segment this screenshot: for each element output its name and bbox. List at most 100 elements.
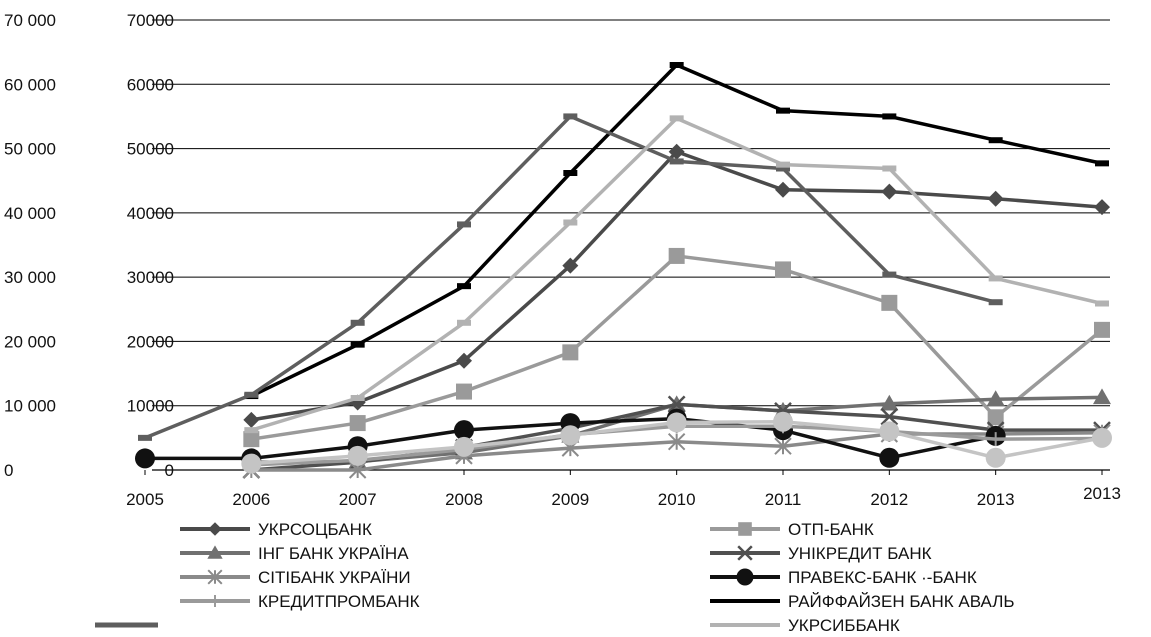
series-line: [250, 116, 1103, 432]
legend-item: СІТІБАНК УКРАЇНИ: [180, 568, 411, 587]
legend: УКРСОЦБАНК ОТП-БАНК ІНГ БАНК УКРАЇНА УНІКРЕ…: [95, 520, 1015, 635]
data-point: [563, 170, 578, 176]
data-point: [1095, 300, 1109, 307]
data-point: [669, 158, 684, 165]
legend-label: УНІКРЕДИТ БАНК: [788, 544, 932, 563]
data-point: [243, 431, 260, 448]
data-point: [454, 420, 474, 441]
data-point: [563, 219, 578, 226]
x-axis-ticks: 2005 2006 2007 2008 2009 2010 2011 2012 2013 2013: [126, 470, 1121, 509]
x-tick-label: 2013: [1083, 484, 1121, 503]
series-8: [138, 113, 1003, 441]
data-point: [241, 453, 262, 474]
data-point: [135, 448, 155, 469]
data-point: [881, 294, 898, 311]
x-tick-label: 2010: [658, 490, 696, 509]
y-tick-label-right: 20000: [127, 332, 174, 351]
data-point: [668, 247, 685, 264]
data-point: [347, 445, 368, 466]
series-line: [251, 150, 1103, 422]
legend-item: УКРСИББАНК: [710, 616, 900, 635]
data-point: [562, 344, 579, 361]
data-point: [882, 113, 897, 120]
data-point: [985, 447, 1006, 468]
data-point: [666, 412, 687, 433]
x-tick-label: 2009: [551, 490, 589, 509]
legend-label: РАЙФФАЙЗЕН БАНК АВАЛЬ: [788, 592, 1015, 611]
data-point: [1092, 427, 1112, 448]
data-point: [138, 434, 152, 441]
x-tick-label: 2007: [339, 490, 377, 509]
data-point: [207, 569, 223, 585]
y-tick-label-left: 30 000: [4, 268, 56, 287]
data-point: [776, 165, 790, 172]
data-point: [736, 568, 754, 586]
data-point: [350, 395, 365, 401]
legend-label: УКРСОЦБАНК: [258, 520, 372, 539]
data-point: [1095, 160, 1109, 167]
x-tick-label: 2008: [445, 490, 483, 509]
legend-item: ОТП-БАНК: [710, 520, 874, 539]
y-tick-label-left: 10 000: [4, 397, 56, 416]
series-7: [244, 62, 1109, 400]
data-point: [776, 107, 790, 114]
series-9: [244, 115, 1109, 434]
y-tick-label-left: 60 000: [4, 75, 56, 94]
data-point: [988, 299, 1003, 306]
data-point: [988, 137, 1003, 144]
data-point: [560, 425, 581, 446]
data-point: [457, 319, 471, 326]
data-point: [456, 352, 472, 369]
y-tick-label-left: 70 000: [4, 11, 56, 30]
data-point: [1093, 388, 1111, 405]
data-point: [454, 436, 474, 457]
y-tick-label-right: 30000: [127, 268, 174, 287]
data-point: [882, 165, 897, 172]
series-10: [241, 411, 1112, 474]
data-point: [563, 113, 578, 120]
y-tick-label-left: 50 000: [4, 140, 56, 159]
legend-item: ІНГ БАНК УКРАЇНА: [180, 544, 409, 563]
series-line: [250, 63, 1103, 398]
data-point: [773, 411, 793, 432]
legend-label: СІТІБАНК УКРАЇНИ: [258, 568, 411, 587]
data-point: [209, 595, 221, 607]
data-point: [1094, 199, 1110, 216]
y-tick-label-left: 40 000: [4, 204, 56, 223]
data-point: [737, 545, 753, 561]
data-point: [775, 261, 791, 278]
data-point: [244, 427, 259, 434]
data-point: [669, 115, 684, 122]
data-point: [881, 183, 898, 200]
y-tick-label-left: 20 000: [4, 332, 56, 351]
y-tick-label-right: 0: [165, 461, 174, 480]
legend-item: КРЕДИТПРОМБАНК: [180, 592, 420, 611]
y-tick-label-right: 70000: [127, 11, 174, 30]
x-tick-label: 2011: [765, 490, 802, 509]
data-point: [667, 395, 686, 414]
data-point: [667, 433, 686, 451]
y-tick-label-right: 50000: [127, 140, 174, 159]
x-tick-label: 2006: [232, 490, 270, 509]
x-tick-label: 2012: [870, 490, 908, 509]
legend-item: РАЙФФАЙЗЕН БАНК АВАЛЬ: [710, 592, 1015, 611]
data-point: [207, 545, 223, 559]
data-point: [350, 319, 365, 326]
data-point: [776, 161, 790, 168]
data-point: [879, 421, 900, 442]
data-point: [669, 62, 684, 68]
legend-item: ПРАВЕКС-БАНК ·-БАНК: [710, 568, 977, 587]
x-tick-label: 2013: [977, 490, 1015, 509]
data-point: [988, 432, 1003, 447]
x-tick-label: 2005: [126, 490, 164, 509]
legend-item: УКРСОЦБАНК: [180, 520, 372, 539]
data-point: [456, 383, 472, 400]
data-point: [349, 415, 366, 432]
legend-label: ПРАВЕКС-БАНК ·-БАНК: [788, 568, 977, 587]
legend-label: ІНГ БАНК УКРАЇНА: [258, 544, 409, 563]
data-point: [880, 407, 899, 426]
series-0: [243, 143, 1110, 428]
data-point: [244, 391, 259, 398]
